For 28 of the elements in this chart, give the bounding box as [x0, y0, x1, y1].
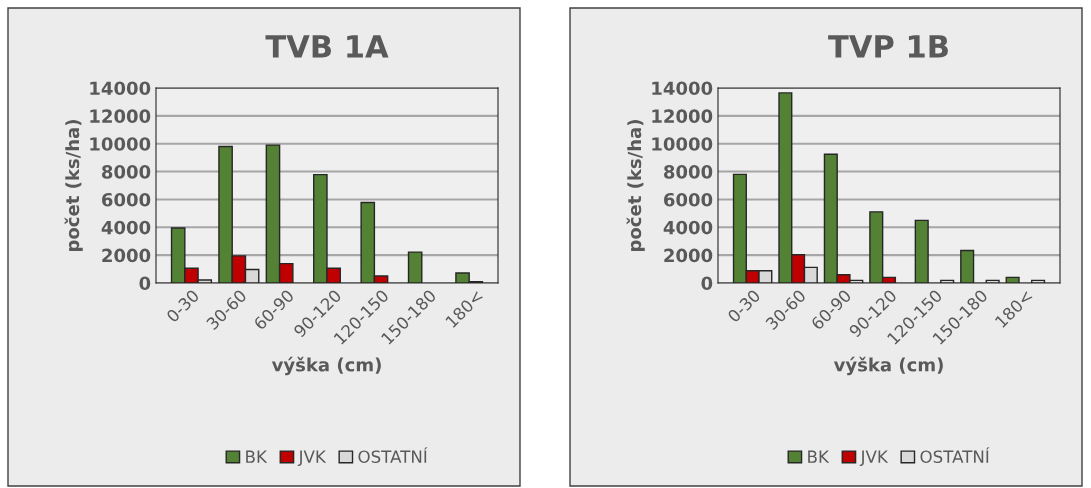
y-tick-label: 10000 — [652, 137, 713, 151]
y-tick-label: 6000 — [664, 192, 713, 207]
y-tick-label: 12000 — [652, 109, 713, 123]
legend-label: JVK — [859, 450, 889, 467]
y-tick-label: 0 — [701, 276, 713, 291]
y-axis-title: počet (ks/ha) — [626, 120, 645, 252]
y-tick-label: 8000 — [663, 165, 713, 179]
y-axis-title: počet (ks/ha) — [64, 120, 83, 252]
legend-label: OSTATNÍ — [358, 447, 428, 463]
x-axis-title: výška (cm) — [271, 356, 381, 376]
y-tick-label: 4000 — [663, 220, 713, 235]
legend-label: BK — [808, 450, 830, 463]
y-tick-label: 12000 — [90, 109, 151, 123]
y-tick-label: 8000 — [101, 165, 151, 179]
chart-title: TVP 1B — [828, 35, 948, 58]
y-tick-label: 14000 — [652, 81, 713, 96]
y-tick-label: 2000 — [664, 248, 713, 263]
y-tick-label: 4000 — [101, 220, 151, 235]
y-tick-label: 0 — [139, 276, 151, 291]
y-tick-label: 6000 — [102, 192, 151, 207]
y-tick-label: 10000 — [90, 137, 151, 151]
y-tick-label: 14000 — [90, 81, 151, 96]
chart-title: TVB 1A — [265, 35, 389, 58]
legend-label: OSTATNÍ — [920, 447, 990, 463]
x-axis-title: výška (cm) — [833, 356, 943, 376]
legend-label: JVK — [297, 450, 327, 467]
legend-label: BK — [246, 450, 268, 463]
y-tick-label: 2000 — [102, 248, 151, 263]
